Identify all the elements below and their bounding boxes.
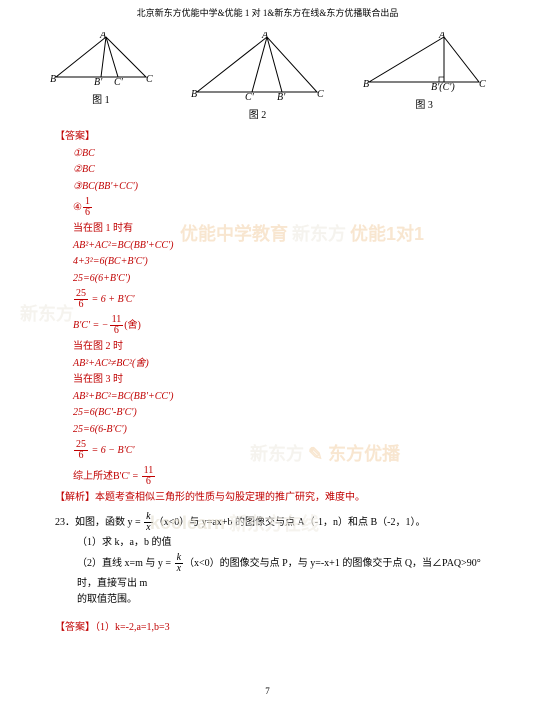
ans-line-10: B'C' = −116(舍) [73, 313, 495, 338]
page-header: 北京新东方优能中学&优能 1 对 1&新东方在线&东方优播联合出品 [0, 0, 535, 22]
triangle-3: A B C B'(C') [359, 32, 489, 92]
svg-text:B': B' [277, 92, 286, 102]
svg-text:C': C' [245, 92, 255, 102]
ans-line-1: ①BC [73, 146, 495, 162]
svg-text:A: A [99, 32, 107, 41]
ans-line-14: AB²+BC²=BC(BB'+CC') [73, 389, 495, 405]
svg-text:B: B [50, 74, 56, 85]
svg-text:C: C [146, 74, 153, 85]
ans-line-2: ②BC [73, 162, 495, 178]
svg-text:C: C [479, 79, 486, 90]
ans-line-9: 256 = 6 + B'C' [73, 287, 495, 312]
figure-1: A B C B' C' 图 1 [46, 32, 156, 121]
ans-line-5: 当在图 1 时有 [73, 221, 495, 237]
svg-text:C': C' [114, 77, 124, 87]
answer-23: 【答案】（1）k=-2,a=1,b=3 [55, 620, 495, 636]
ans-line-4: ④16 [73, 195, 495, 220]
ans-line-8: 25=6(6+B'C') [73, 271, 495, 287]
q23-part1: （1）求 k，a，b 的值 [77, 535, 495, 551]
ans-line-13: 当在图 3 时 [73, 372, 495, 388]
ans-line-6: AB²+AC²=BC(BB'+CC') [73, 238, 495, 254]
figures-row: A B C B' C' 图 1 A B C C' B' 图 2 A B C B' [0, 22, 535, 121]
triangle-1: A B C B' C' [46, 32, 156, 87]
svg-text:C: C [317, 89, 324, 100]
q23-part2: （2）直线 x=m 与 y = kx（x<0）的图像交与点 P，与 y=-x+1… [77, 551, 495, 592]
ans-line-11: 当在图 2 时 [73, 339, 495, 355]
svg-text:B: B [191, 89, 197, 100]
ans-line-7: 4+3²=6(BC+B'C') [73, 254, 495, 270]
answer-tag: 【答案】 [55, 131, 95, 142]
figure-3-label: 图 3 [415, 96, 433, 111]
ans-line-16: 25=6(6-B'C') [73, 422, 495, 438]
svg-text:B'(C'): B'(C') [431, 82, 455, 92]
ans-line-3: ③BC(BB'+CC') [73, 179, 495, 195]
figure-2: A B C C' B' 图 2 [187, 32, 327, 121]
svg-text:A: A [261, 32, 269, 41]
q23-part2-cont: 的取值范围。 [77, 592, 495, 608]
analysis-line: 【解析】本题考查相似三角形的性质与勾股定理的推广研究，难度中。 [55, 490, 495, 506]
figure-2-label: 图 2 [249, 106, 267, 121]
content-area: 【答案】 ①BC ②BC ③BC(BB'+CC') ④16 当在图 1 时有 A… [0, 121, 535, 635]
question-23: 23．如图，函数 y = kx（x<0）与 y=ax+b 的图像交与点 A（-1… [55, 510, 495, 608]
figure-3: A B C B'(C') 图 3 [359, 32, 489, 121]
figure-1-label: 图 1 [92, 91, 110, 106]
ans-line-15: 25=6(BC'-B'C') [73, 405, 495, 421]
triangle-2: A B C C' B' [187, 32, 327, 102]
ans-line-17: 256 = 6 − B'C' [73, 438, 495, 463]
ans-line-18: 综上所述B'C' = 116 [73, 464, 495, 489]
svg-text:B': B' [94, 77, 103, 87]
page-number: 7 [0, 686, 535, 696]
svg-text:B: B [363, 79, 369, 90]
svg-text:A: A [438, 32, 446, 41]
ans-line-12: AB²+AC²≠BC²(舍) [73, 356, 495, 372]
